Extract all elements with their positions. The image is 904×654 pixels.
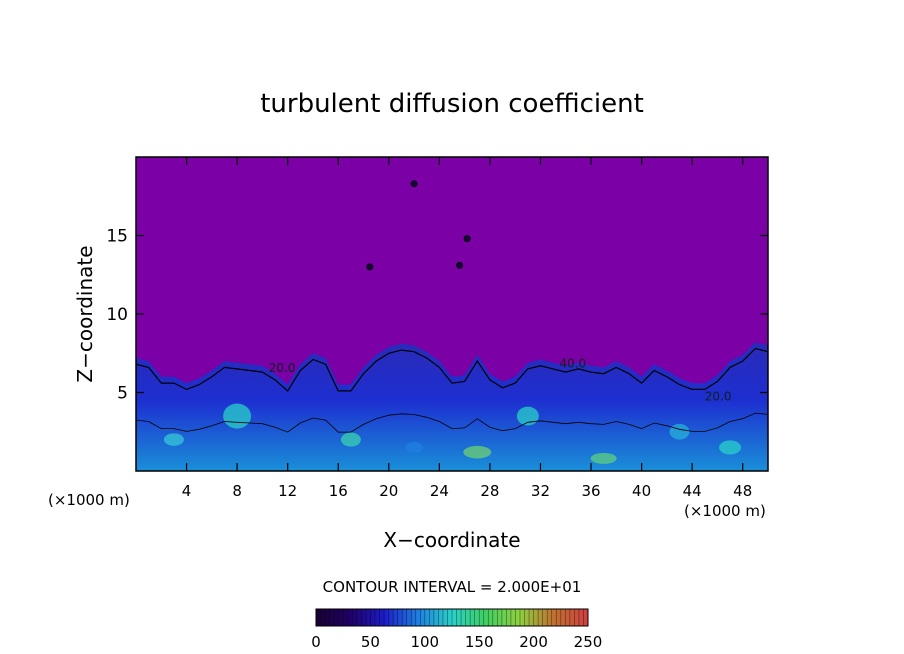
contour-interval-label: CONTOUR INTERVAL = 2.000E+01	[323, 578, 582, 596]
field-blob	[163, 433, 184, 446]
field-blob	[340, 432, 361, 447]
field-blob	[719, 440, 742, 455]
x-tick-label: 12	[278, 482, 297, 500]
x-tick-label: 48	[733, 482, 752, 500]
x-tick-label: 44	[683, 482, 702, 500]
x-tick-label: 4	[182, 482, 192, 500]
x-tick-label: 20	[379, 482, 398, 500]
x-tick-label: 36	[581, 482, 600, 500]
x-tick-label: 32	[531, 482, 550, 500]
contour-label: 40.0	[559, 356, 586, 370]
y-tick-label: 15	[106, 227, 128, 247]
y-tick-label: 5	[117, 384, 128, 404]
x-tick-label: 16	[329, 482, 348, 500]
contour-spot	[456, 261, 464, 269]
turbulence-field: 20.0 40.0 20.0	[136, 180, 768, 471]
field-blob	[516, 406, 539, 426]
contour-spot	[366, 263, 374, 271]
y-tick-label: 10	[106, 305, 128, 325]
turbulent-layer	[136, 342, 768, 471]
x-tick-label: 40	[632, 482, 651, 500]
colorbar-tick-label: 150	[465, 633, 494, 651]
contour-line	[136, 412, 768, 433]
colorbar-tick-label: 100	[410, 633, 439, 651]
field-blob	[669, 423, 690, 440]
x-tick-label: 8	[232, 482, 242, 500]
field-blob	[223, 403, 252, 429]
field-blob	[405, 441, 424, 453]
colorbar-bands	[320, 609, 584, 626]
y-axis-ticks: 5 10 15	[106, 227, 768, 404]
field-blob	[590, 452, 617, 464]
colorbar-tick-label: 0	[311, 633, 321, 651]
contour-line	[136, 347, 768, 392]
x-tick-label: 24	[430, 482, 449, 500]
chart-title: turbulent diffusion coefficient	[260, 89, 644, 119]
field-blob	[463, 445, 492, 459]
contour-label: 20.0	[705, 389, 732, 403]
plot-area: 20.0 40.0 20.0	[135, 156, 769, 472]
colorbar-tick-label: 250	[574, 633, 603, 651]
x-unit-left: (×1000 m)	[48, 491, 130, 509]
colorbar-tick-label: 50	[361, 633, 380, 651]
y-axis-title: Z−coordinate	[73, 245, 97, 382]
x-tick-label: 28	[480, 482, 499, 500]
x-axis-ticks: 4 8 12 16 20 24 28 32 36 40 44 48	[182, 157, 752, 500]
contour-spot	[463, 235, 471, 243]
contour-spot	[410, 180, 418, 188]
contour-label: 20.0	[269, 361, 296, 375]
colorbar-ticks: 0 50 100 150 200 250	[311, 633, 602, 651]
colorbar: 0 50 100 150 200 250	[311, 608, 602, 651]
x-unit-right: (×1000 m)	[684, 502, 766, 520]
colorbar-tick-label: 200	[519, 633, 548, 651]
x-axis-title: X−coordinate	[383, 528, 520, 552]
